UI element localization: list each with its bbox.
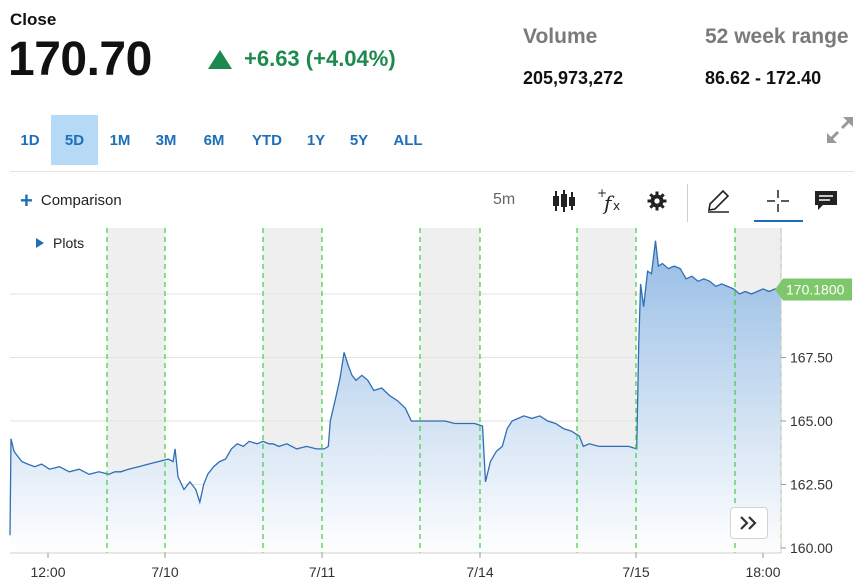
current-price-badge [775,278,852,301]
expand-icon[interactable] [822,112,858,148]
scroll-to-latest-button[interactable] [730,507,768,539]
range-tab-all[interactable]: ALL [393,131,423,149]
week-range-label: 52 week range [705,25,849,48]
active-tool-indicator [754,220,803,222]
range-tab-5y[interactable]: 5Y [349,131,369,149]
y-tick-label: 160.00 [790,540,833,556]
expand-triangle-icon [36,238,44,248]
volume-value: 205,973,272 [523,68,624,88]
comparison-label: Comparison [40,192,122,209]
price-change: +6.63 (+4.04%) [208,46,396,72]
quote-header: Close 170.70 +6.63 (+4.04%) Volume 205,9… [0,0,867,110]
crosshair-icon[interactable] [763,186,793,216]
svg-text:x: x [613,199,620,213]
range-tab-3m[interactable]: 3M [155,131,177,149]
pencil-icon[interactable] [703,186,733,216]
y-tick-label: 162.50 [790,476,833,492]
comparison-button[interactable]: + Comparison [20,187,122,213]
y-tick-label: 167.50 [790,349,833,365]
svg-text:+: + [597,187,607,200]
range-tab-1d[interactable]: 1D [20,131,40,149]
x-tick-label: 7/14 [466,564,493,580]
plots-label: Plots [53,235,85,251]
price-line [9,240,782,536]
range-tab-ytd[interactable]: YTD [252,131,282,149]
candlestick-icon[interactable] [549,186,579,216]
plus-icon: + [20,187,33,213]
range-tab-6m[interactable]: 6M [203,131,225,149]
x-tick-label: 18:00 [745,564,780,580]
plots-toggle[interactable]: Plots [36,235,84,251]
x-tick-label: 7/11 [309,564,335,580]
function-icon[interactable]: + f x [596,186,626,216]
week-range-value: 86.62 - 172.40 [705,68,822,88]
close-label: Close [10,10,57,29]
close-price: 170.70 [8,33,152,86]
interval-selector[interactable]: 5m [493,191,516,208]
price-chart[interactable]: 12:00 7/10 7/11 7/14 7/15 18:00 160.00 162.50 16… [0,228,867,585]
x-tick-label: 7/15 [622,564,649,580]
range-tab-1y[interactable]: 1Y [306,131,326,149]
price-change-value: +6.63 (+4.04%) [244,46,396,71]
x-tick-label: 12:00 [30,564,65,580]
double-chevron-right-icon [740,516,757,530]
volume-label: Volume [523,25,598,48]
range-tab-1m[interactable]: 1M [109,131,131,149]
toolbar-separator [687,184,688,222]
current-price-label: 170.1800 [786,281,845,297]
toolbar-divider [10,171,854,172]
gear-icon[interactable] [642,186,672,216]
chart-toolbar: + Comparison 5m + f x [0,180,867,224]
x-tick-label: 7/10 [151,564,178,580]
comment-icon[interactable] [811,186,841,216]
price-area-fill [10,240,781,553]
y-tick-label: 165.00 [790,413,833,429]
range-tab-5d[interactable]: 5D [51,115,98,165]
up-arrow-icon [208,49,232,69]
